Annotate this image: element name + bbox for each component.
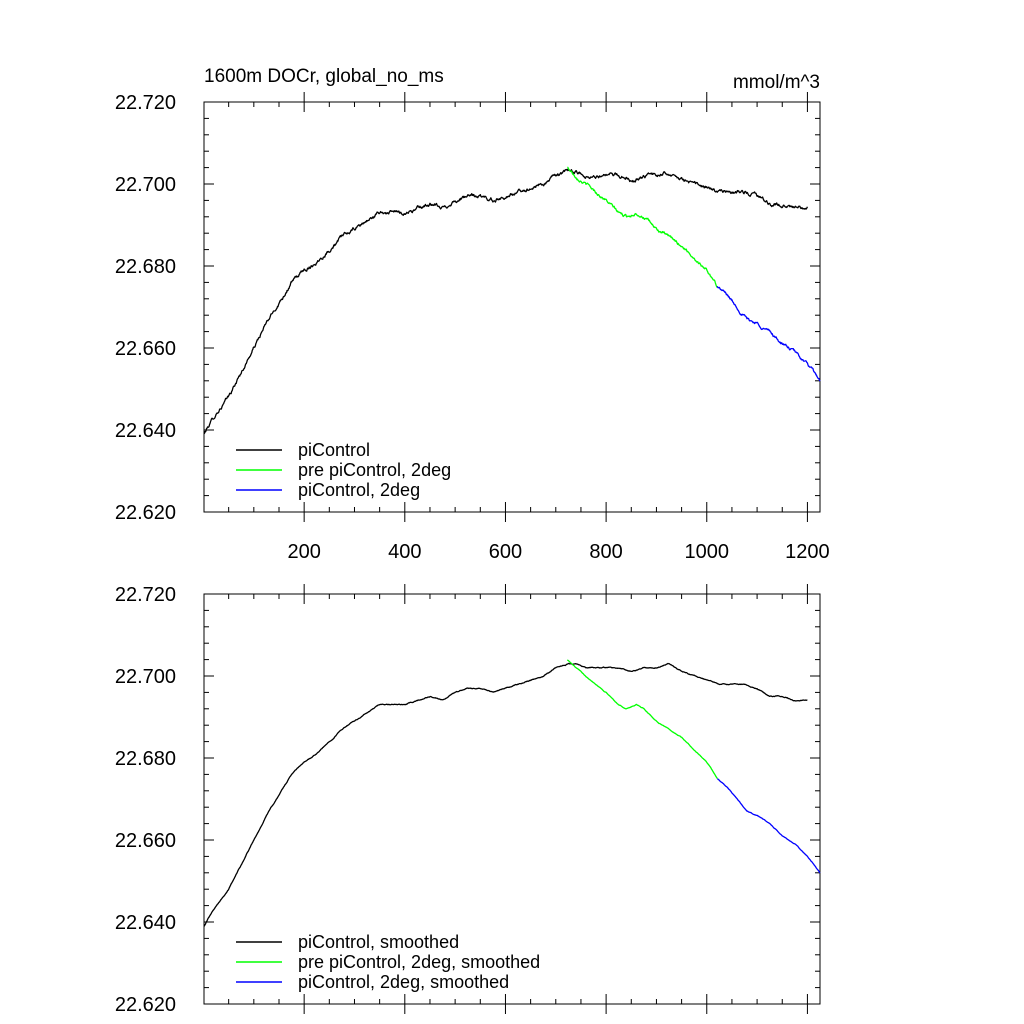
legend-label: piControl, 2deg, smoothed <box>298 972 509 992</box>
chart-title: 1600m DOCr, global_no_ms <box>204 66 444 87</box>
series-line <box>203 662 808 927</box>
x-tick-label: 1200 <box>785 541 830 563</box>
y-tick-label: 22.720 <box>115 92 176 114</box>
series-line <box>716 285 821 382</box>
legend-label: piControl, smoothed <box>298 932 459 952</box>
x-tick-label: 1000 <box>685 541 730 563</box>
y-tick-label: 22.620 <box>115 994 176 1016</box>
series-line <box>203 168 809 435</box>
y-tick-label: 22.660 <box>115 338 176 360</box>
y-tick-label: 22.660 <box>115 830 176 852</box>
y-tick-label: 22.720 <box>115 584 176 606</box>
panel-raw: 200 400 600 800 1000 1200 22.620 22.640 22.660 22… <box>115 92 830 563</box>
y-tick-label: 22.620 <box>115 502 176 524</box>
legend-label: piControl, 2deg <box>298 480 420 500</box>
x-tick-label: 400 <box>388 541 421 563</box>
y-tick-label: 22.700 <box>115 174 176 196</box>
y-tick-label: 22.640 <box>115 912 176 934</box>
units-label: mmol/m^3 <box>733 72 820 93</box>
series-line <box>567 166 718 288</box>
plot-frame <box>203 101 821 513</box>
legend-label: pre piControl, 2deg, smoothed <box>298 952 540 972</box>
series-line <box>566 659 718 779</box>
x-tick-label: 200 <box>287 541 320 563</box>
legend-label: piControl <box>298 440 370 460</box>
legend-label: pre piControl, 2deg <box>298 460 451 480</box>
series-line <box>717 778 821 874</box>
panel-smoothed: 22.620 22.640 22.660 22.680 22.700 22.720 piCo… <box>115 584 821 1016</box>
y-tick-label: 22.680 <box>115 748 176 770</box>
y-tick-label: 22.680 <box>115 256 176 278</box>
y-tick-label: 22.640 <box>115 420 176 442</box>
x-tick-label: 800 <box>589 541 622 563</box>
x-tick-label: 600 <box>489 541 522 563</box>
plot-frame <box>203 593 821 1005</box>
y-tick-label: 22.700 <box>115 666 176 688</box>
